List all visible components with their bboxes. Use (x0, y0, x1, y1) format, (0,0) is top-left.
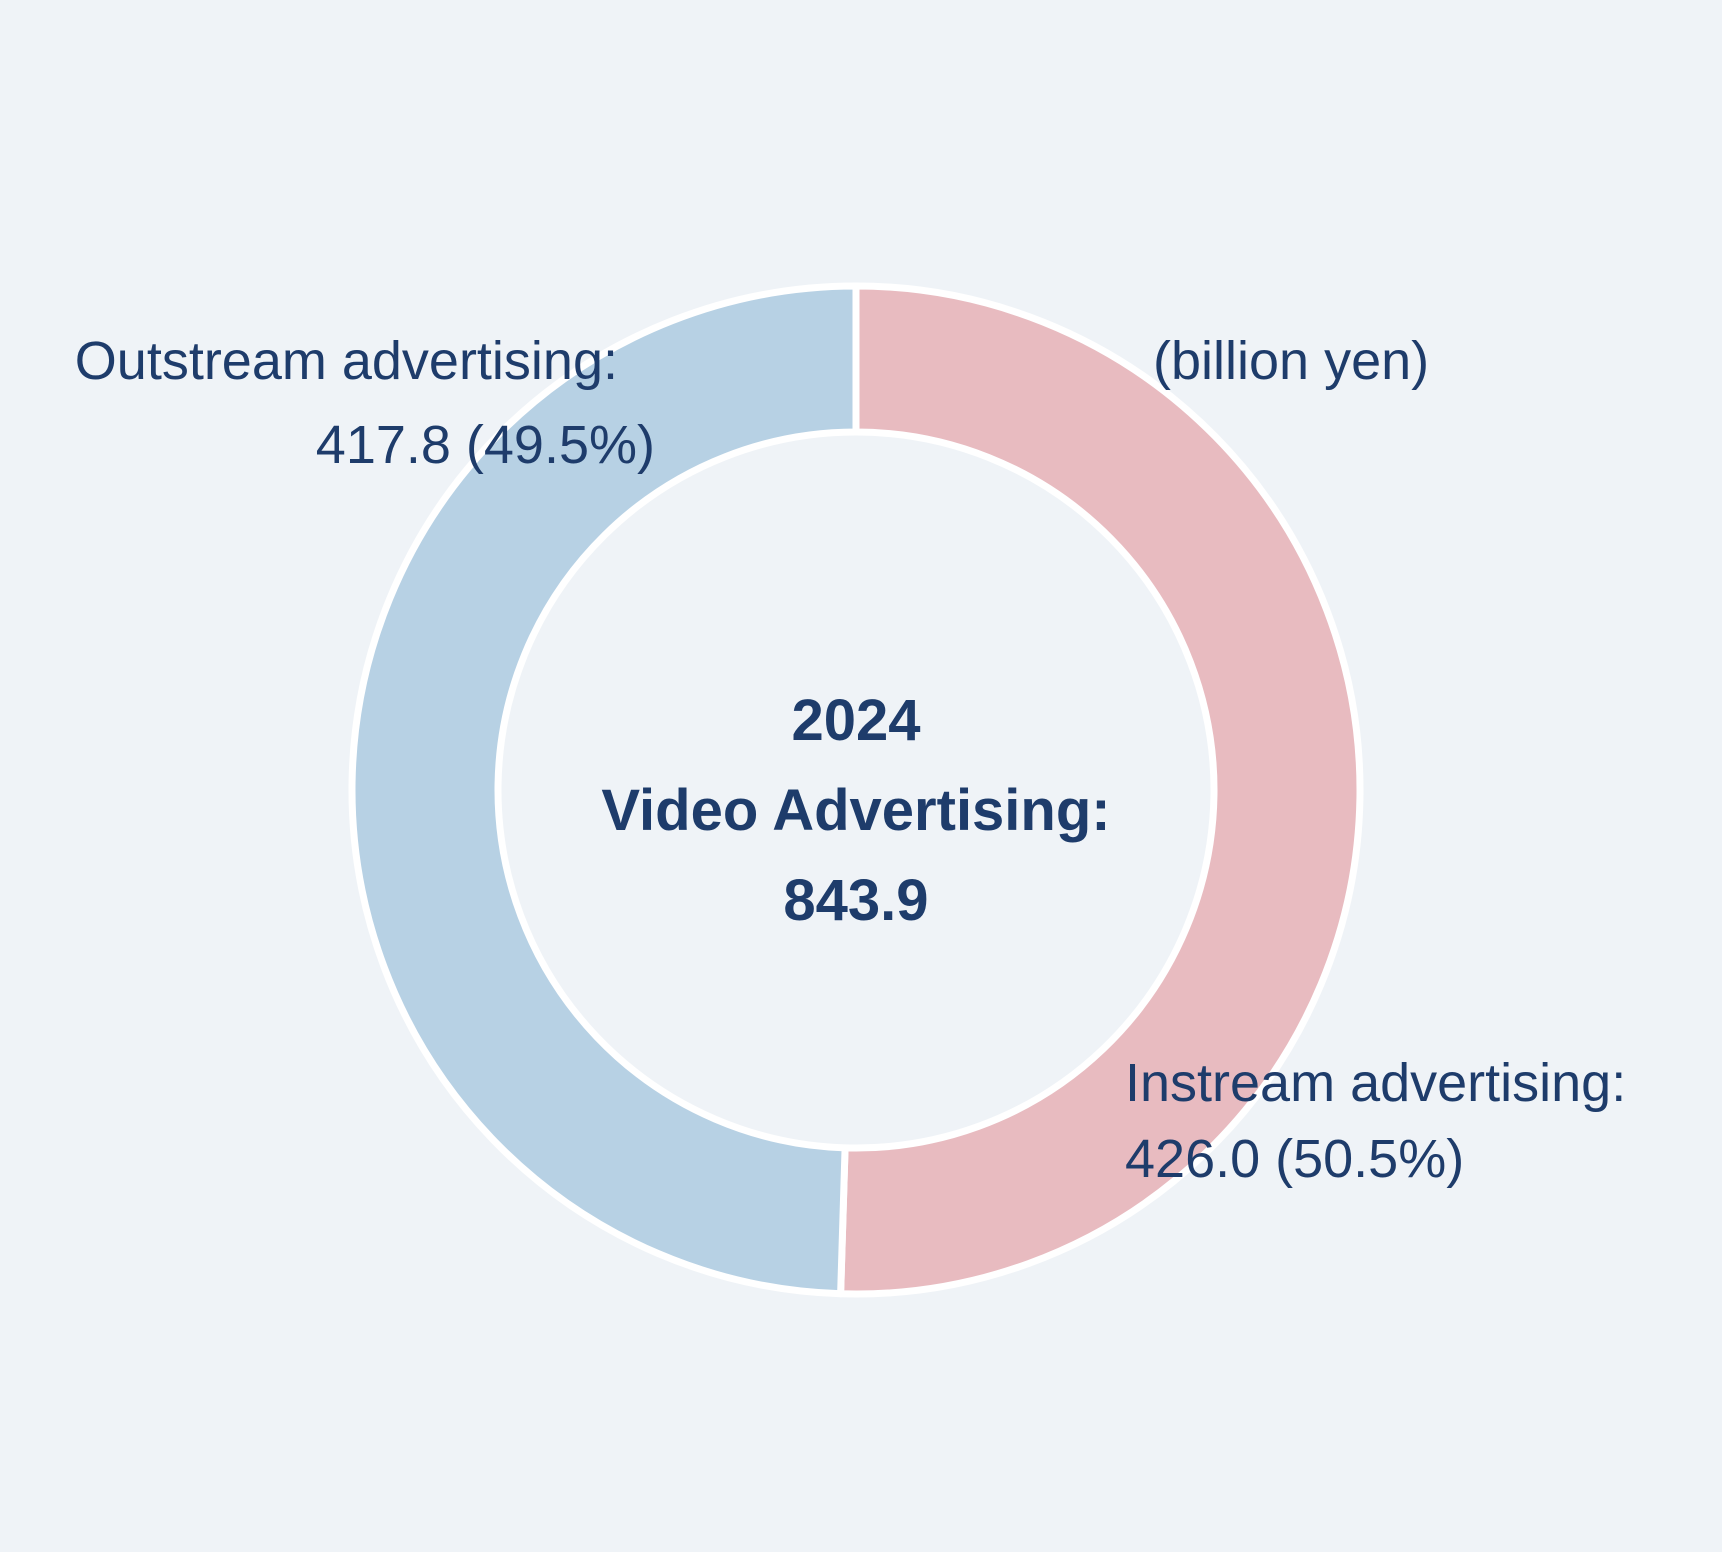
unit-label: (billion yen) (1153, 331, 1430, 391)
donut-center-text: 2024 Video Advertising: 843.9 (601, 676, 1110, 946)
center-text-title: Video Advertising: (601, 778, 1111, 843)
center-text-total: 843.9 (783, 868, 929, 933)
donut-slice-outstream (348, 282, 860, 1298)
donut-slice-instream (837, 282, 1364, 1298)
instream-label-line1: Instream advertising: (1125, 1053, 1627, 1113)
instream-label-line2: 426.0 (50.5%) (1125, 1129, 1465, 1189)
outstream-label-line1: Outstream advertising: (74, 331, 618, 391)
center-text-year: 2024 (791, 688, 921, 753)
outstream-label-line2: 417.8 (49.5%) (315, 415, 655, 475)
